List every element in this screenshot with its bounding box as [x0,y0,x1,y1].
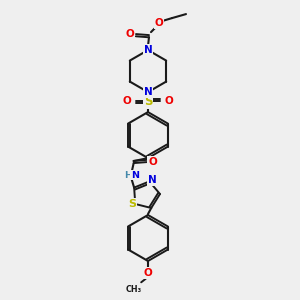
Text: H: H [124,171,131,180]
Text: O: O [123,96,131,106]
Text: O: O [148,157,157,167]
Text: O: O [126,29,134,39]
Text: S: S [128,199,136,209]
Text: O: O [154,18,164,28]
Text: S: S [144,94,152,108]
Text: CH₃: CH₃ [126,286,142,295]
Text: N: N [144,87,152,97]
Text: O: O [165,96,173,106]
Text: O: O [144,268,152,278]
Text: N: N [131,171,139,180]
Text: N: N [148,176,157,185]
Text: N: N [144,45,152,55]
